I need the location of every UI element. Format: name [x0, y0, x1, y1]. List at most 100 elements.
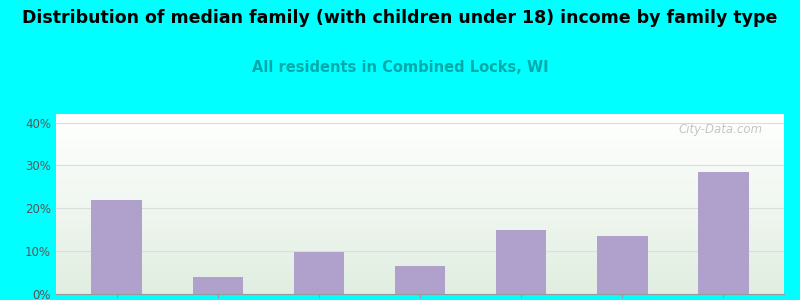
- Bar: [56, 115, 784, 116]
- Bar: [56, 227, 784, 228]
- Bar: [56, 204, 784, 205]
- Bar: [56, 251, 784, 252]
- Bar: [56, 228, 784, 229]
- Bar: [56, 185, 784, 186]
- Bar: [56, 125, 784, 126]
- Bar: [56, 168, 784, 169]
- Bar: [56, 284, 784, 285]
- Bar: [56, 142, 784, 143]
- Bar: [56, 260, 784, 261]
- Bar: [56, 252, 784, 253]
- Bar: [56, 157, 784, 158]
- Bar: [56, 234, 784, 235]
- Bar: [56, 156, 784, 157]
- Bar: [56, 291, 784, 292]
- Bar: [56, 166, 784, 167]
- Bar: [56, 219, 784, 220]
- Bar: [56, 144, 784, 145]
- Bar: [56, 165, 784, 166]
- Bar: [56, 283, 784, 284]
- Bar: [56, 114, 784, 115]
- Bar: [56, 145, 784, 146]
- Bar: [56, 224, 784, 225]
- Bar: [56, 265, 784, 266]
- Bar: [56, 222, 784, 223]
- Bar: [56, 259, 784, 260]
- Bar: [56, 182, 784, 183]
- Bar: [56, 159, 784, 160]
- Bar: [56, 128, 784, 129]
- Bar: [56, 141, 784, 142]
- Bar: [56, 177, 784, 178]
- Bar: [56, 193, 784, 194]
- Bar: [56, 119, 784, 120]
- Bar: [56, 147, 784, 148]
- Bar: [56, 218, 784, 219]
- Bar: [56, 130, 784, 131]
- Bar: [56, 243, 784, 244]
- Bar: [294, 252, 344, 294]
- Bar: [56, 207, 784, 208]
- Bar: [698, 172, 749, 294]
- Text: Distribution of median family (with children under 18) income by family type: Distribution of median family (with chil…: [22, 9, 778, 27]
- Bar: [56, 239, 784, 240]
- Bar: [56, 183, 784, 184]
- Bar: [56, 184, 784, 185]
- Bar: [56, 122, 784, 123]
- Bar: [56, 223, 784, 224]
- Bar: [394, 266, 446, 294]
- Bar: [56, 202, 784, 203]
- Bar: [56, 221, 784, 222]
- Bar: [56, 257, 784, 258]
- Bar: [56, 124, 784, 125]
- Bar: [56, 195, 784, 196]
- Bar: [56, 170, 784, 171]
- Bar: [56, 154, 784, 155]
- Bar: [56, 181, 784, 182]
- Bar: [56, 143, 784, 144]
- Bar: [56, 262, 784, 263]
- Bar: [56, 256, 784, 257]
- Bar: [56, 158, 784, 159]
- Bar: [56, 136, 784, 137]
- Bar: [56, 293, 784, 294]
- Bar: [56, 120, 784, 121]
- Bar: [56, 217, 784, 218]
- Bar: [56, 247, 784, 248]
- Bar: [56, 151, 784, 152]
- Bar: [56, 197, 784, 198]
- Bar: [56, 133, 784, 134]
- Bar: [56, 269, 784, 270]
- Bar: [56, 271, 784, 272]
- Bar: [56, 169, 784, 170]
- Bar: [56, 280, 784, 281]
- Bar: [56, 201, 784, 202]
- Bar: [56, 176, 784, 177]
- Bar: [56, 276, 784, 277]
- Bar: [56, 292, 784, 293]
- Bar: [496, 230, 546, 294]
- Bar: [56, 245, 784, 246]
- Bar: [56, 203, 784, 204]
- Bar: [56, 282, 784, 283]
- Bar: [56, 150, 784, 151]
- Bar: [56, 208, 784, 209]
- Bar: [56, 173, 784, 174]
- Bar: [56, 275, 784, 276]
- Bar: [56, 179, 784, 180]
- Bar: [56, 117, 784, 118]
- Bar: [56, 287, 784, 288]
- Bar: [56, 279, 784, 280]
- Bar: [56, 162, 784, 163]
- Bar: [56, 206, 784, 207]
- Bar: [56, 263, 784, 264]
- Bar: [56, 270, 784, 271]
- Bar: [56, 134, 784, 135]
- Bar: [56, 171, 784, 172]
- Bar: [56, 272, 784, 273]
- Bar: [56, 248, 784, 249]
- Bar: [56, 200, 784, 201]
- Bar: [56, 250, 784, 251]
- Bar: [91, 200, 142, 294]
- Bar: [56, 187, 784, 188]
